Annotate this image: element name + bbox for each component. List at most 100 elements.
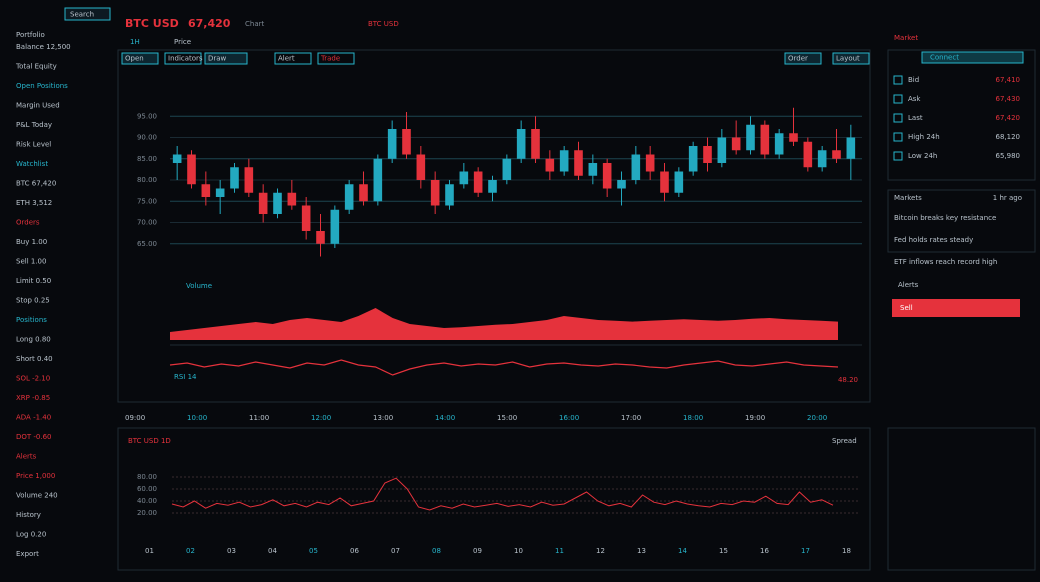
left-item[interactable]: Sell 1.00 [16,258,46,266]
candle-body [416,154,426,180]
left-item[interactable]: Open Positions [16,82,68,90]
news-item[interactable]: ETF inflows reach record high [894,258,997,266]
left-item[interactable]: Balance 12,500 [16,43,71,51]
row-icon [893,151,903,161]
row-label: Bid [908,76,919,84]
market-panel [887,49,1036,181]
x-tick-label: 10 [514,547,523,555]
view-tab[interactable]: Price [174,38,191,46]
candle-body [301,205,311,231]
left-item[interactable]: ADA -1.40 [16,414,51,422]
left-item[interactable]: Volume 240 [16,492,58,500]
x-tick-label: 14:00 [435,414,455,422]
toolbar-button-label[interactable]: Alert [278,55,295,63]
candle-body [430,180,440,206]
chart-panel [117,49,871,403]
left-panel-title: Portfolio [16,31,45,39]
row-value: 67,430 [996,95,1021,103]
price: 67,420 [188,17,231,30]
toolbar-button[interactable] [274,52,312,65]
candle-body [731,137,741,151]
x-tick-label: 16:00 [559,414,579,422]
alerts-label: Alerts [898,281,919,289]
left-item[interactable]: Alerts [16,453,37,461]
candle-body [703,146,712,163]
candle-body [688,146,698,172]
x-tick-label: 08 [432,547,441,555]
left-item[interactable]: Short 0.40 [16,355,53,363]
left-item[interactable]: DOT -0.60 [16,433,52,441]
left-item[interactable]: Long 0.80 [16,336,51,344]
bottom-panel [117,427,871,571]
candle-body [344,184,354,210]
toolbar-button-label[interactable]: Indicators / Overlay [168,55,237,63]
connect-button[interactable] [921,51,1024,64]
candle-body [273,192,282,214]
bottom-title: BTC USD 1D [128,437,171,445]
left-item[interactable]: History [16,511,41,519]
candle-body [774,133,784,155]
x-tick-label: 03 [227,547,236,555]
candle-body [545,158,555,172]
x-tick-label: 12:00 [311,414,331,422]
candle-body [631,154,641,180]
y-tick-label: 95.00 [137,112,157,120]
news-item[interactable]: Bitcoin breaks key resistance [894,214,996,222]
toolbar-button-label[interactable]: Layout [836,55,860,63]
left-item[interactable]: Margin Used [16,102,60,110]
left-item[interactable]: Log 0.20 [16,531,46,539]
news-panel [887,189,1036,253]
toolbar-button-label[interactable]: Open [125,55,144,63]
left-item[interactable]: Export [16,550,39,558]
left-item[interactable]: XRP -0.85 [16,394,50,402]
candle-body [473,171,483,193]
bottom-label: Spread [832,437,857,445]
sell-button[interactable] [892,299,1020,317]
candle-body [760,124,770,155]
y-tick-label: 70.00 [137,219,157,227]
left-item[interactable]: P&L Today [16,121,52,129]
left-item[interactable]: Total Equity [15,63,57,71]
candle-body [373,158,383,202]
toolbar-button-label[interactable]: Trade [320,55,340,63]
x-tick-label: 12 [596,547,605,555]
left-item[interactable]: Positions [16,316,47,324]
candle-body [359,184,368,202]
candle-body [387,129,397,159]
news-meta: 1 hr ago [993,194,1022,202]
left-item[interactable]: Orders [16,219,40,227]
row-label: Last [908,114,923,122]
search-input[interactable]: Search [70,11,94,19]
toolbar-button[interactable] [832,52,870,65]
toolbar-button-label[interactable]: Draw [208,55,227,63]
toolbar-button-label[interactable]: Order [788,55,808,63]
candle-body [172,154,182,163]
toolbar-button[interactable] [784,52,822,65]
x-tick-label: 04 [268,547,277,555]
x-tick-label: 06 [350,547,359,555]
left-item[interactable]: SOL -2.10 [16,375,50,383]
left-item[interactable]: BTC 67,420 [16,180,56,188]
x-tick-label: 18 [842,547,851,555]
left-item[interactable]: Risk Level [16,141,51,149]
candle-body [803,141,813,168]
left-item[interactable]: Buy 1.00 [16,238,47,246]
news-item[interactable]: Fed holds rates steady [894,236,973,244]
left-item[interactable]: Price 1,000 [16,472,55,480]
toolbar-button[interactable] [204,52,248,65]
toolbar-button[interactable] [164,52,202,65]
left-item[interactable]: ETH 3,512 [16,199,52,207]
toolbar-button[interactable] [121,52,159,65]
oscillator-line [169,359,839,376]
left-item[interactable]: Stop 0.25 [16,297,50,305]
connect-label[interactable]: Connect [930,54,959,62]
x-tick-label: 16 [760,547,769,555]
left-item[interactable]: Limit 0.50 [16,277,51,285]
candle-body [187,154,196,185]
toolbar-button[interactable] [317,52,355,65]
sell-label[interactable]: Sell [900,304,913,312]
right-bottom-panel [887,427,1036,571]
search-box[interactable] [64,7,111,21]
left-item[interactable]: Watchlist [16,160,48,168]
mode-tab[interactable]: 1H [130,38,140,46]
